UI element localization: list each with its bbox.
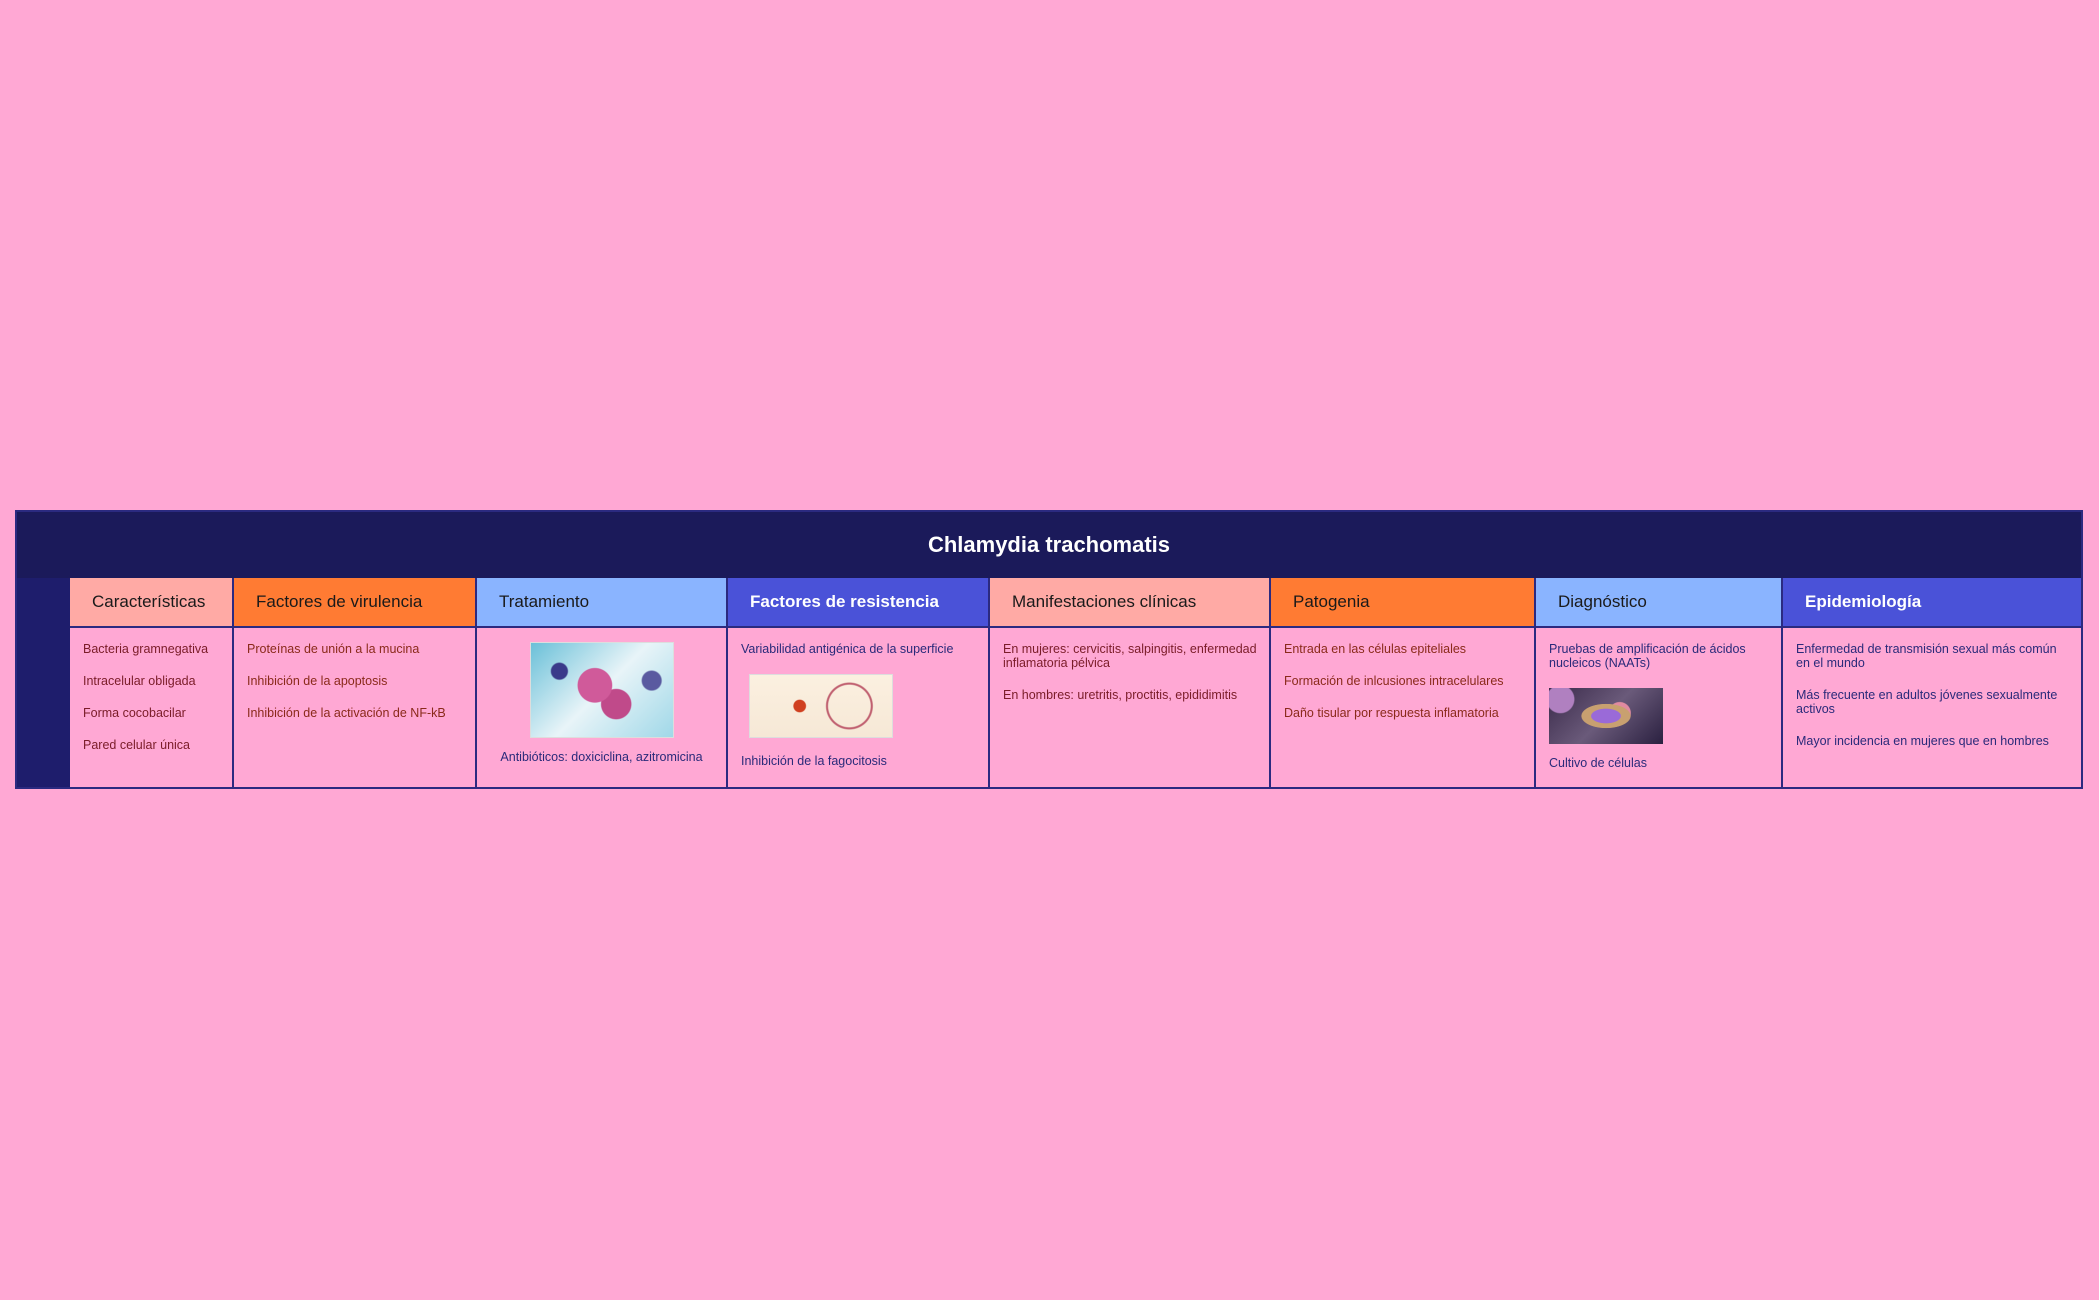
list-item[interactable]: Enfermedad de transmisión sexual más com… (1796, 642, 2057, 670)
list-item[interactable]: Pruebas de amplificación de ácidos nucle… (1549, 642, 1746, 670)
header-patogenia[interactable]: Patogenia (1271, 578, 1536, 628)
header-epidemiologia[interactable]: Epidemiología (1783, 578, 2081, 628)
header-resistencia[interactable]: Factores de resistencia (728, 578, 990, 628)
list-item[interactable]: Proteínas de unión a la mucina (247, 642, 420, 656)
list-item[interactable]: Formación de inlcusiones intracelulares (1284, 674, 1504, 688)
list-item[interactable]: Más frecuente en adultos jóvenes sexualm… (1796, 688, 2058, 716)
diagram-image[interactable] (749, 674, 893, 738)
header-manifestaciones[interactable]: Manifestaciones clínicas (990, 578, 1271, 628)
header-caracteristicas[interactable]: Características (70, 578, 234, 628)
list-item[interactable]: Forma cocobacilar (83, 706, 186, 720)
list-item[interactable]: Pared celular única (83, 738, 191, 752)
column-caracteristicas: Características Bacteria gramnegativa In… (70, 578, 234, 787)
mind-map-table: Chlamydia trachomatis Características Ba… (15, 510, 2083, 789)
list-item[interactable]: Daño tisular por respuesta inflamatoria (1284, 706, 1499, 720)
list-item[interactable]: En mujeres: cervicitis, salpingitis, enf… (1003, 642, 1257, 670)
table-title: Chlamydia trachomatis (927, 532, 1171, 557)
list-item[interactable]: Inhibición de la activación de NF-kB (247, 706, 446, 720)
list-item[interactable]: Intracelular obligada (83, 674, 196, 688)
column-virulencia: Factores de virulencia Proteínas de unió… (234, 578, 477, 787)
header-diagnostico[interactable]: Diagnóstico (1536, 578, 1783, 628)
list-item[interactable]: Inhibición de la apoptosis (247, 674, 388, 688)
list-item[interactable]: Antibióticos: doxiciclina, azitromicina (500, 750, 703, 764)
header-virulencia[interactable]: Factores de virulencia (234, 578, 477, 628)
column-tratamiento: Tratamiento Antibióticos: doxiciclina, a… (477, 578, 728, 787)
list-item[interactable]: Inhibición de la fagocitosis (741, 754, 887, 768)
micrograph-image[interactable] (529, 642, 674, 738)
column-resistencia: Factores de resistencia Variabilidad ant… (728, 578, 990, 787)
list-item[interactable]: Variabilidad antigénica de la superficie (741, 642, 954, 656)
column-patogenia: Patogenia Entrada en las células epiteli… (1271, 578, 1536, 787)
list-item[interactable]: Mayor incidencia en mujeres que en hombr… (1796, 734, 2049, 748)
list-item[interactable]: Entrada en las células epiteliales (1284, 642, 1467, 656)
list-item[interactable]: En hombres: uretritis, proctitis, epidid… (1003, 688, 1238, 702)
header-tratamiento[interactable]: Tratamiento (477, 578, 728, 628)
column-diagnostico: Diagnóstico Pruebas de amplificación de … (1536, 578, 1783, 787)
column-manifestaciones: Manifestaciones clínicas En mujeres: cer… (990, 578, 1271, 787)
list-item[interactable]: Bacteria gramnegativa (83, 642, 209, 656)
column-epidemiologia: Epidemiología Enfermedad de transmisión … (1783, 578, 2081, 787)
cell-culture-image[interactable] (1549, 688, 1663, 744)
row-gutter (17, 578, 72, 787)
list-item[interactable]: Cultivo de células (1549, 756, 1647, 770)
